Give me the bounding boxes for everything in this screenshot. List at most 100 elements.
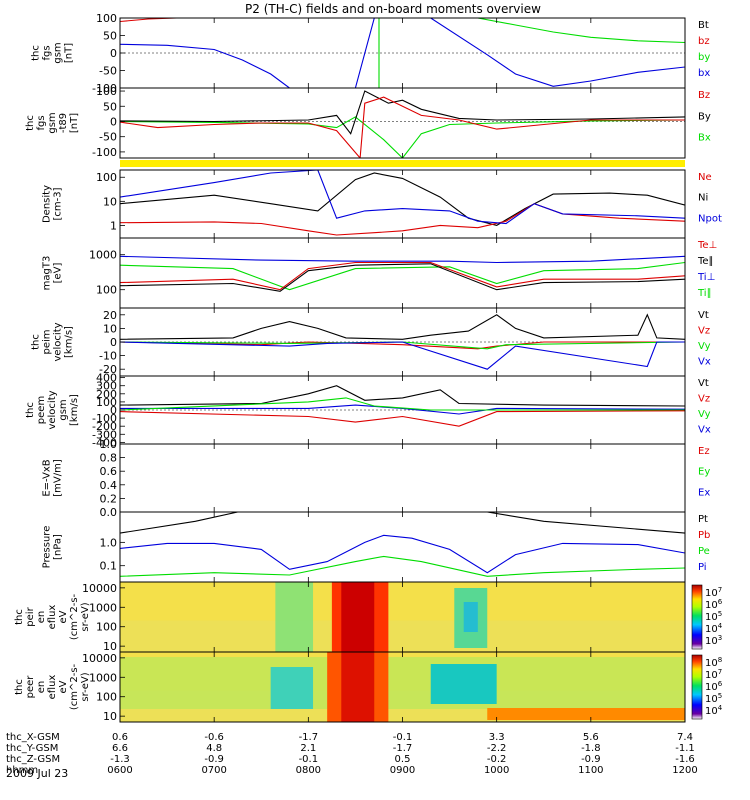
panel-1: Bt bz by bx 100 50 0 -50 -100 thc fgs gsm [nT] xyxy=(31,12,711,95)
footer-row-label: thc_Z-GSM xyxy=(6,754,60,765)
y-axis-label: [km/s] xyxy=(69,394,80,426)
y-tick-label: 100 xyxy=(96,171,117,184)
footer-row-label: thc_X-GSM xyxy=(6,732,60,743)
y-tick-label: -300 xyxy=(92,428,117,441)
y-axis-label: [nT] xyxy=(64,43,75,63)
panel-frame xyxy=(119,169,686,239)
legend-Te⊥: Te⊥ xyxy=(697,240,717,251)
y-axis-label: thc xyxy=(25,115,36,131)
legend-By: By xyxy=(698,111,711,122)
y-axis-label: peir xyxy=(25,606,36,626)
series-Te⊥-line xyxy=(120,261,685,291)
y-axis-label: en xyxy=(36,681,47,694)
y-axis-label: thc xyxy=(14,609,25,625)
footer-value: 0.5 xyxy=(395,754,411,765)
series-Pe-line xyxy=(120,555,685,577)
y-axis-label: sr-eV) xyxy=(80,602,91,631)
colorbar-tick-label: 104 xyxy=(705,622,723,635)
legend-Vx: Vx xyxy=(698,425,711,436)
date-label: 2009 Jul 23 xyxy=(6,767,68,780)
y-tick-label: 100 xyxy=(96,621,117,634)
spectrogram-image xyxy=(120,582,685,652)
y-tick-label: 10 xyxy=(103,195,117,208)
y-tick-label: 0.6 xyxy=(100,465,118,478)
colorbar xyxy=(691,654,703,720)
y-axis-label: E=-VxB xyxy=(42,459,53,496)
panel-frame xyxy=(119,443,686,513)
y-tick-label: -100 xyxy=(92,82,117,95)
footer-value: -0.2 xyxy=(487,754,507,765)
footer-value: -2.2 xyxy=(487,743,507,754)
y-tick-label: 0 xyxy=(110,404,117,417)
series-Vt-line xyxy=(120,313,685,340)
y-axis-label: velocity xyxy=(47,390,58,429)
y-tick-label: 10 xyxy=(103,710,117,723)
y-tick-label: 0 xyxy=(110,115,117,128)
y-tick-label: 100 xyxy=(96,12,117,25)
footer-value: -1.3 xyxy=(110,754,130,765)
legend-Vx: Vx xyxy=(698,357,711,368)
series-Vx-line xyxy=(120,341,685,370)
y-axis-label: eV xyxy=(58,610,69,623)
y-tick-label: 0.8 xyxy=(100,452,118,465)
footer-value: -1.8 xyxy=(581,743,601,754)
y-tick-label: 100 xyxy=(96,85,117,98)
y-tick-label: 200 xyxy=(96,388,117,401)
legend-Bz: Bz xyxy=(698,90,710,101)
y-tick-label: 1.0 xyxy=(100,438,118,451)
colorbar-tick-label: 105 xyxy=(705,610,722,623)
y-axis-label: fgs xyxy=(36,115,47,130)
y-axis-label: peem xyxy=(36,396,47,424)
series-Vy-line xyxy=(120,341,685,350)
y-tick-label: -100 xyxy=(92,412,117,425)
colorbar-tick-label: 103 xyxy=(705,634,722,647)
legend-Pi: Pi xyxy=(698,562,707,573)
colorbar-tick-label: 107 xyxy=(705,586,722,599)
legend-Vt: Vt xyxy=(698,310,709,321)
series-Pt-line xyxy=(120,512,685,534)
series-Bx-line xyxy=(120,116,685,158)
y-axis-label: [nPa] xyxy=(53,534,64,560)
footer-value: 0900 xyxy=(390,765,415,776)
legend-Ez: Ez xyxy=(698,446,710,457)
y-tick-label: 1000 xyxy=(89,671,117,684)
colorbar-tick-label: 107 xyxy=(705,668,722,681)
y-axis-label: (cm^2-s- xyxy=(69,663,80,710)
legend-bz: bz xyxy=(698,36,710,47)
footer-value: 6.6 xyxy=(112,743,128,754)
y-tick-label: 50 xyxy=(103,30,117,43)
y-axis-label: [km/s] xyxy=(64,326,75,358)
y-tick-label: 10000 xyxy=(82,652,117,665)
y-axis-label: eflux xyxy=(47,675,58,700)
y-tick-label: 0 xyxy=(110,47,117,60)
footer-value: 0700 xyxy=(201,765,226,776)
y-tick-label: 1 xyxy=(110,219,117,232)
y-axis-label: en xyxy=(36,611,47,624)
series-Bz-line xyxy=(120,96,685,158)
y-tick-label: 50 xyxy=(103,100,117,113)
colorbar-tick-label: 106 xyxy=(705,598,723,611)
footer-value: 2.1 xyxy=(300,743,316,754)
y-axis-label: magT3 xyxy=(42,256,53,291)
series-Pi-line xyxy=(120,534,685,574)
series-Ti∥-line xyxy=(120,261,685,291)
y-axis-label: fgs xyxy=(42,45,53,60)
footer-value: 7.4 xyxy=(677,732,693,743)
colorbar-tick-label: 104 xyxy=(705,704,723,717)
y-tick-label: 100 xyxy=(96,284,117,297)
panel-frame xyxy=(119,87,686,159)
legend-Vt: Vt xyxy=(698,378,709,389)
y-tick-label: 0.2 xyxy=(100,492,118,505)
footer-value: -1.1 xyxy=(675,743,695,754)
legend-Ni: Ni xyxy=(698,193,708,204)
legend-Ne: Ne xyxy=(698,172,712,183)
footer-value: 0.6 xyxy=(112,732,128,743)
y-axis-label: thc xyxy=(14,679,25,695)
series-Vy-line xyxy=(120,397,685,411)
y-tick-label: 10 xyxy=(103,322,117,335)
series-Vt-line xyxy=(120,385,685,407)
